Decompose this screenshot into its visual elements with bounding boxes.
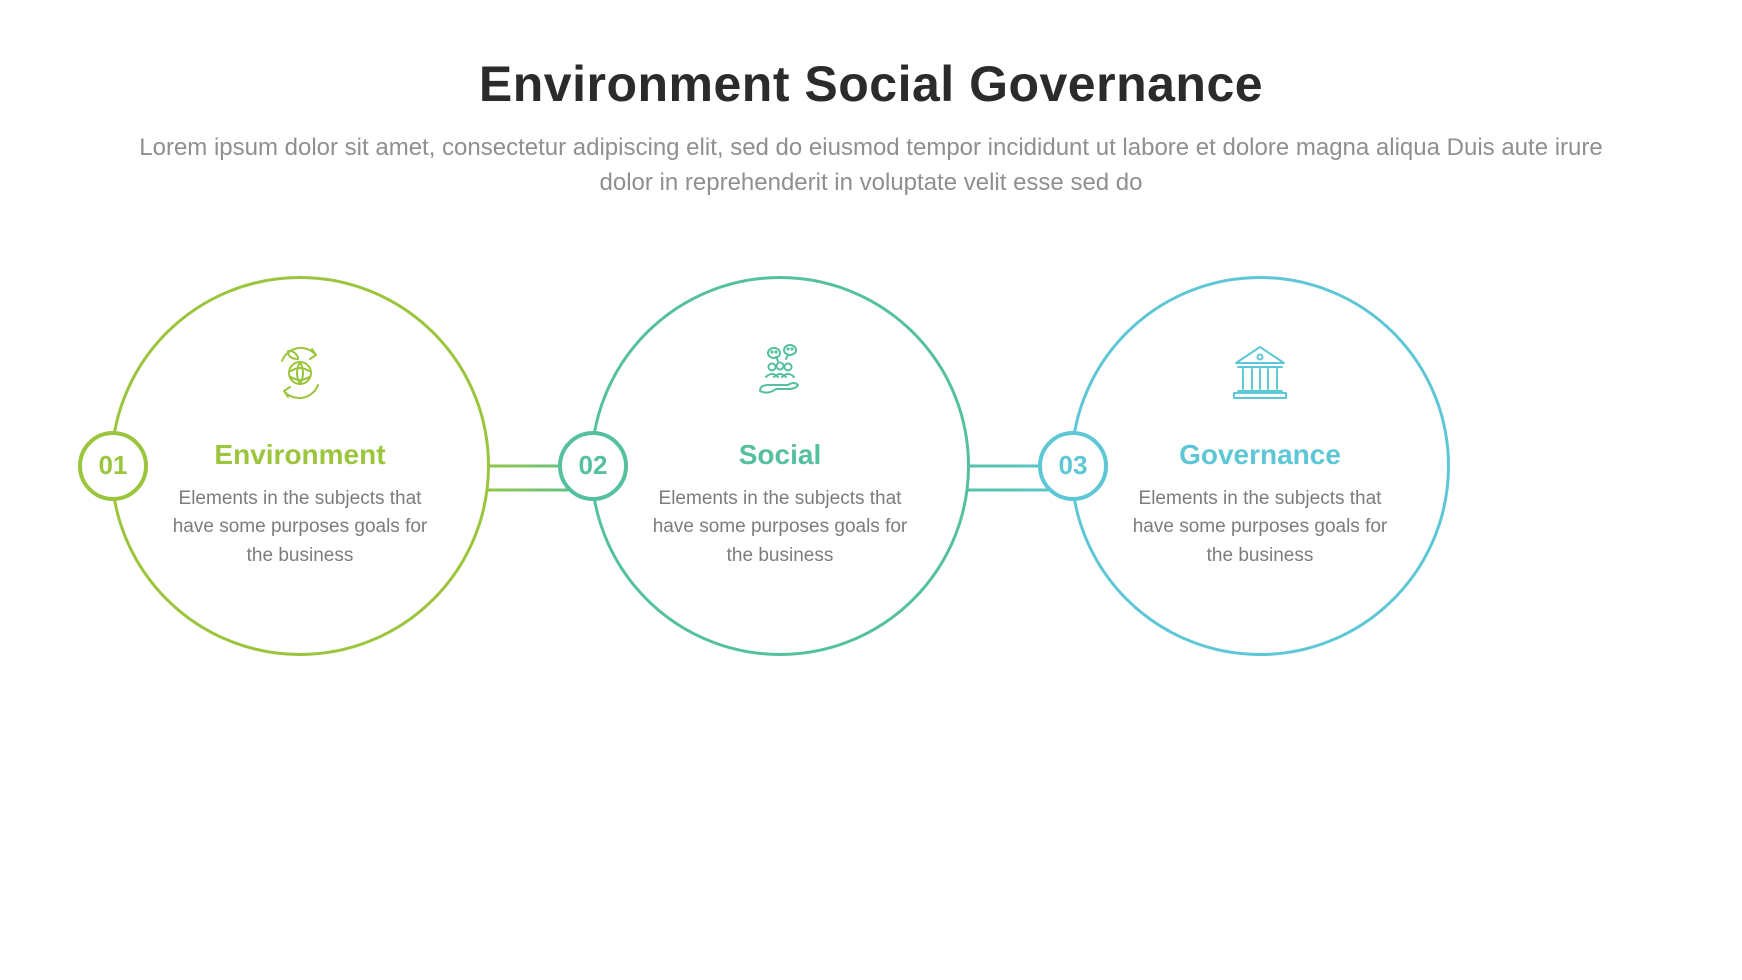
node-number: 03 [1059,450,1088,481]
node-description: Elements in the subjects that have some … [1125,485,1395,571]
node-title: Governance [1179,439,1341,471]
node-governance: 03 Governance [1070,276,1450,656]
node-number: 02 [579,450,608,481]
leaf-globe-cycle-icon [268,341,332,405]
node-circle: 01 Environmen [110,276,490,656]
building-columns-icon [1228,341,1292,405]
node-circle: 03 Governance [1070,276,1450,656]
node-title: Social [739,439,821,471]
people-hand-icon [748,341,812,405]
node-environment: 01 Environmen [110,276,490,656]
node-description: Elements in the subjects that have some … [645,485,915,571]
node-circle: 02 [590,276,970,656]
node-number: 01 [99,450,128,481]
page-title: Environment Social Governance [0,55,1742,113]
node-number-badge: 02 [558,431,628,501]
page-subtitle: Lorem ipsum dolor sit amet, consectetur … [121,131,1621,201]
node-title: Environment [214,439,385,471]
esg-diagram: 01 Environmen [0,276,1742,796]
node-description: Elements in the subjects that have some … [165,485,435,571]
node-number-badge: 03 [1038,431,1108,501]
node-number-badge: 01 [78,431,148,501]
node-social: 02 [590,276,970,656]
esg-infographic-page: Environment Social Governance Lorem ipsu… [0,0,1742,980]
